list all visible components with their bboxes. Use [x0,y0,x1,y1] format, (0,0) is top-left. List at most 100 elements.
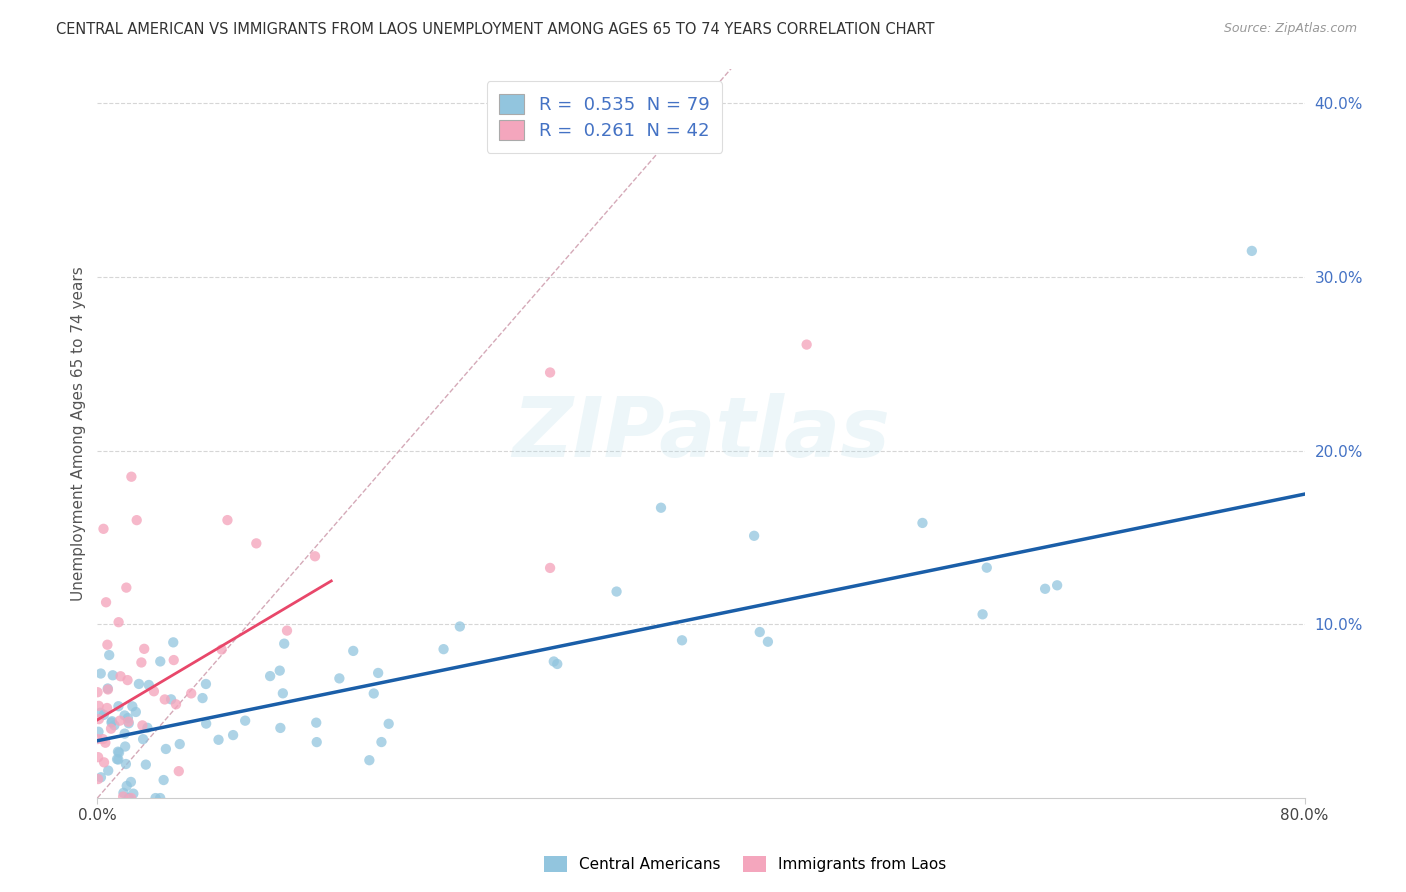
Legend: R =  0.535  N = 79, R =  0.261  N = 42: R = 0.535 N = 79, R = 0.261 N = 42 [486,81,723,153]
Point [112,786,135,800]
Point [121,699,143,714]
Point [538,366,561,380]
Point [120,791,142,805]
Point [100,715,122,730]
Point [976,560,998,574]
Point [167,764,190,779]
Point [114,739,136,754]
Text: Source: ZipAtlas.com: Source: ZipAtlas.com [1223,22,1357,36]
Point [305,715,328,730]
Point [125,513,148,527]
Point [86,732,108,747]
Point [125,705,148,719]
Point [207,732,229,747]
Point [96,701,118,715]
Point [169,737,191,751]
Point [432,642,454,657]
Point [114,708,136,723]
Point [671,633,693,648]
Point [97,682,120,697]
Point [112,789,135,804]
Point [108,746,131,760]
Point [152,772,174,787]
Point [97,681,120,696]
Point [742,529,765,543]
Point [117,673,139,687]
Point [191,691,214,706]
Point [796,337,818,351]
Point [377,716,399,731]
Point [195,716,218,731]
Point [276,624,298,638]
Point [1046,578,1069,592]
Point [105,752,128,766]
Point [96,638,118,652]
Point [149,655,172,669]
Point [86,685,108,699]
Point [94,595,117,609]
Point [115,757,138,772]
Point [87,772,110,786]
Point [328,672,350,686]
Point [87,698,110,713]
Point [117,711,139,725]
Point [87,750,110,764]
Point [122,787,145,801]
Legend: Central Americans, Immigrants from Laos: Central Americans, Immigrants from Laos [536,848,955,880]
Text: CENTRAL AMERICAN VS IMMIGRANTS FROM LAOS UNEMPLOYMENT AMONG AGES 65 TO 74 YEARS : CENTRAL AMERICAN VS IMMIGRANTS FROM LAOS… [56,22,935,37]
Point [128,677,150,691]
Point [233,714,256,728]
Point [748,625,770,640]
Point [1240,244,1263,258]
Point [155,742,177,756]
Point [93,756,115,770]
Point [115,779,138,793]
Point [163,653,186,667]
Point [162,635,184,649]
Point [120,775,142,789]
Point [120,469,142,483]
Point [94,736,117,750]
Point [97,764,120,778]
Point [145,791,167,805]
Point [370,735,392,749]
Point [149,791,172,805]
Point [160,692,183,706]
Point [134,641,156,656]
Point [131,656,153,670]
Point [107,752,129,766]
Point [135,757,157,772]
Point [115,581,138,595]
Point [89,706,111,720]
Point [222,728,245,742]
Point [211,642,233,657]
Point [194,677,217,691]
Text: ZIPatlas: ZIPatlas [512,392,890,474]
Point [87,712,110,726]
Point [449,619,471,633]
Point [108,714,131,728]
Point [110,669,132,683]
Point [87,724,110,739]
Point [90,770,112,784]
Point [245,536,267,550]
Point [117,714,139,729]
Point [114,726,136,740]
Point [546,657,568,671]
Point [118,791,141,805]
Point [359,753,381,767]
Point [180,686,202,700]
Point [363,686,385,700]
Point [606,584,628,599]
Point [107,615,129,630]
Point [543,655,565,669]
Point [136,721,159,735]
Y-axis label: Unemployment Among Ages 65 to 74 years: Unemployment Among Ages 65 to 74 years [72,266,86,600]
Point [269,664,291,678]
Point [259,669,281,683]
Point [98,648,121,662]
Point [93,707,115,722]
Point [101,714,124,729]
Point [304,549,326,564]
Point [107,699,129,714]
